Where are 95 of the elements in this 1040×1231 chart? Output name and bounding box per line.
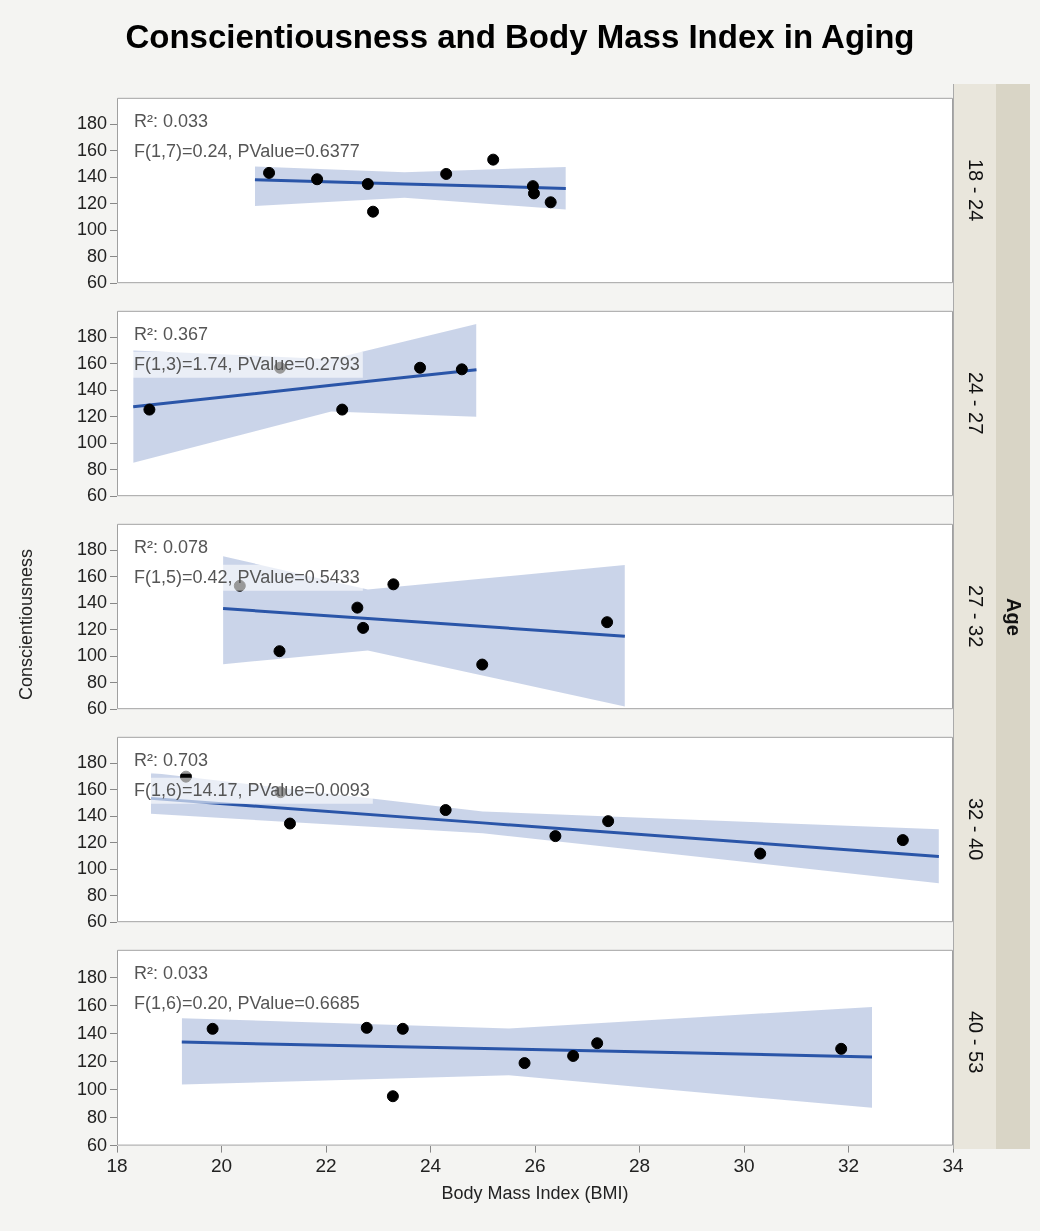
annotation: R²: 0.078	[134, 536, 209, 557]
x-tick-label: 18	[106, 1155, 128, 1177]
x-tick-label: 24	[419, 1155, 442, 1177]
point	[439, 804, 452, 817]
y-tick-label: 160	[76, 352, 107, 373]
point	[414, 361, 427, 374]
y-tick-label: 60	[86, 485, 107, 506]
y-axis-title: Conscientiousness	[15, 548, 37, 701]
point	[518, 1057, 531, 1070]
point	[263, 166, 276, 179]
point	[387, 578, 400, 591]
y-tick-label: 120	[76, 192, 107, 213]
annotation: F(1,5)=0.42, PValue=0.5433	[134, 566, 360, 587]
y2-axis-title: 40 - 53	[963, 1011, 987, 1074]
annotation: R²: 0.033	[134, 962, 209, 983]
y-tick-label: 140	[76, 166, 107, 187]
point	[311, 173, 324, 186]
y2-axis-title: 24 - 27	[963, 372, 987, 435]
y2-axis-title: 27 - 32	[963, 585, 987, 648]
x-tick-label: 20	[210, 1155, 233, 1177]
annotation: R²: 0.033	[134, 110, 209, 131]
chart-title: Conscientiousness and Body Mass Index in Aging	[124, 18, 916, 56]
y-tick-label: 140	[76, 379, 107, 400]
y-tick-label: 120	[76, 405, 107, 426]
y-tick-label: 120	[76, 618, 107, 639]
y-tick-label: 180	[76, 113, 107, 134]
point	[396, 1022, 409, 1035]
point	[835, 1042, 848, 1055]
annotation: R²: 0.703	[134, 749, 209, 770]
point	[179, 770, 192, 783]
point	[360, 1021, 373, 1034]
point	[283, 817, 296, 830]
point	[143, 403, 156, 416]
y-tick-label: 100	[76, 219, 107, 240]
x-tick-label: 26	[524, 1155, 546, 1177]
point	[591, 1037, 604, 1050]
point	[386, 1090, 399, 1103]
y-tick-label: 60	[86, 272, 107, 293]
x-tick-label: 30	[733, 1155, 755, 1177]
annotation: F(1,6)=14.17, PValue=0.0093	[134, 779, 370, 800]
point	[476, 658, 489, 671]
point	[367, 205, 380, 218]
y-tick-label: 160	[76, 994, 107, 1015]
y-tick-label: 80	[86, 458, 107, 479]
annotation: R²: 0.367	[134, 323, 209, 344]
point	[206, 1022, 219, 1035]
point	[601, 616, 614, 629]
y-tick-label: 140	[76, 805, 107, 826]
point	[602, 815, 615, 828]
x-tick-label: 32	[837, 1155, 860, 1177]
y-tick-label: 160	[76, 565, 107, 586]
point	[336, 403, 349, 416]
y-tick-label: 160	[76, 139, 107, 160]
y-tick-label: 140	[76, 592, 107, 613]
y-tick-label: 100	[76, 858, 107, 879]
y-tick-label: 60	[86, 1134, 107, 1155]
x-tick-label: 34	[942, 1155, 964, 1177]
y-tick-label: 180	[76, 326, 107, 347]
point	[567, 1049, 580, 1062]
annotation: F(1,3)=1.74, PValue=0.2793	[134, 353, 360, 374]
y-tick-label: 80	[86, 245, 107, 266]
point	[455, 363, 468, 376]
point	[351, 601, 364, 614]
y-tick-label: 100	[76, 432, 107, 453]
annotation: F(1,7)=0.24, PValue=0.6377	[134, 140, 360, 161]
y2-axis-title: 32 - 40	[963, 798, 987, 861]
y-tick-label: 80	[86, 671, 107, 692]
y-tick-label: 80	[86, 884, 107, 905]
y-tick-label: 60	[86, 911, 107, 932]
point	[273, 645, 286, 658]
y-tick-label: 100	[76, 1078, 107, 1099]
x-tick-label: 28	[628, 1155, 651, 1177]
point	[754, 847, 767, 860]
y-tick-label: 180	[76, 539, 107, 560]
y-tick-label: 60	[86, 698, 107, 719]
text: Age	[1001, 597, 1025, 636]
annotation: F(1,6)=0.20, PValue=0.6685	[134, 992, 360, 1013]
y-tick-label: 180	[76, 752, 107, 773]
y-tick-label: 120	[76, 831, 107, 852]
point	[896, 834, 909, 847]
y-tick-label: 160	[76, 778, 107, 799]
point	[440, 167, 453, 180]
y-tick-label: 180	[76, 966, 107, 987]
y2-axis-title: 18 - 24	[963, 159, 987, 222]
y-tick-label: 120	[76, 1050, 107, 1071]
point	[487, 153, 500, 166]
point	[357, 621, 370, 634]
y-tick-label: 140	[76, 1022, 107, 1043]
y-tick-label: 80	[86, 1106, 107, 1127]
x-tick-label: 22	[315, 1155, 337, 1177]
point	[361, 178, 374, 191]
point	[544, 196, 557, 209]
point	[549, 830, 562, 843]
x-axis-title: Body Mass Index (BMI)	[441, 1183, 629, 1204]
y-tick-label: 100	[76, 645, 107, 666]
